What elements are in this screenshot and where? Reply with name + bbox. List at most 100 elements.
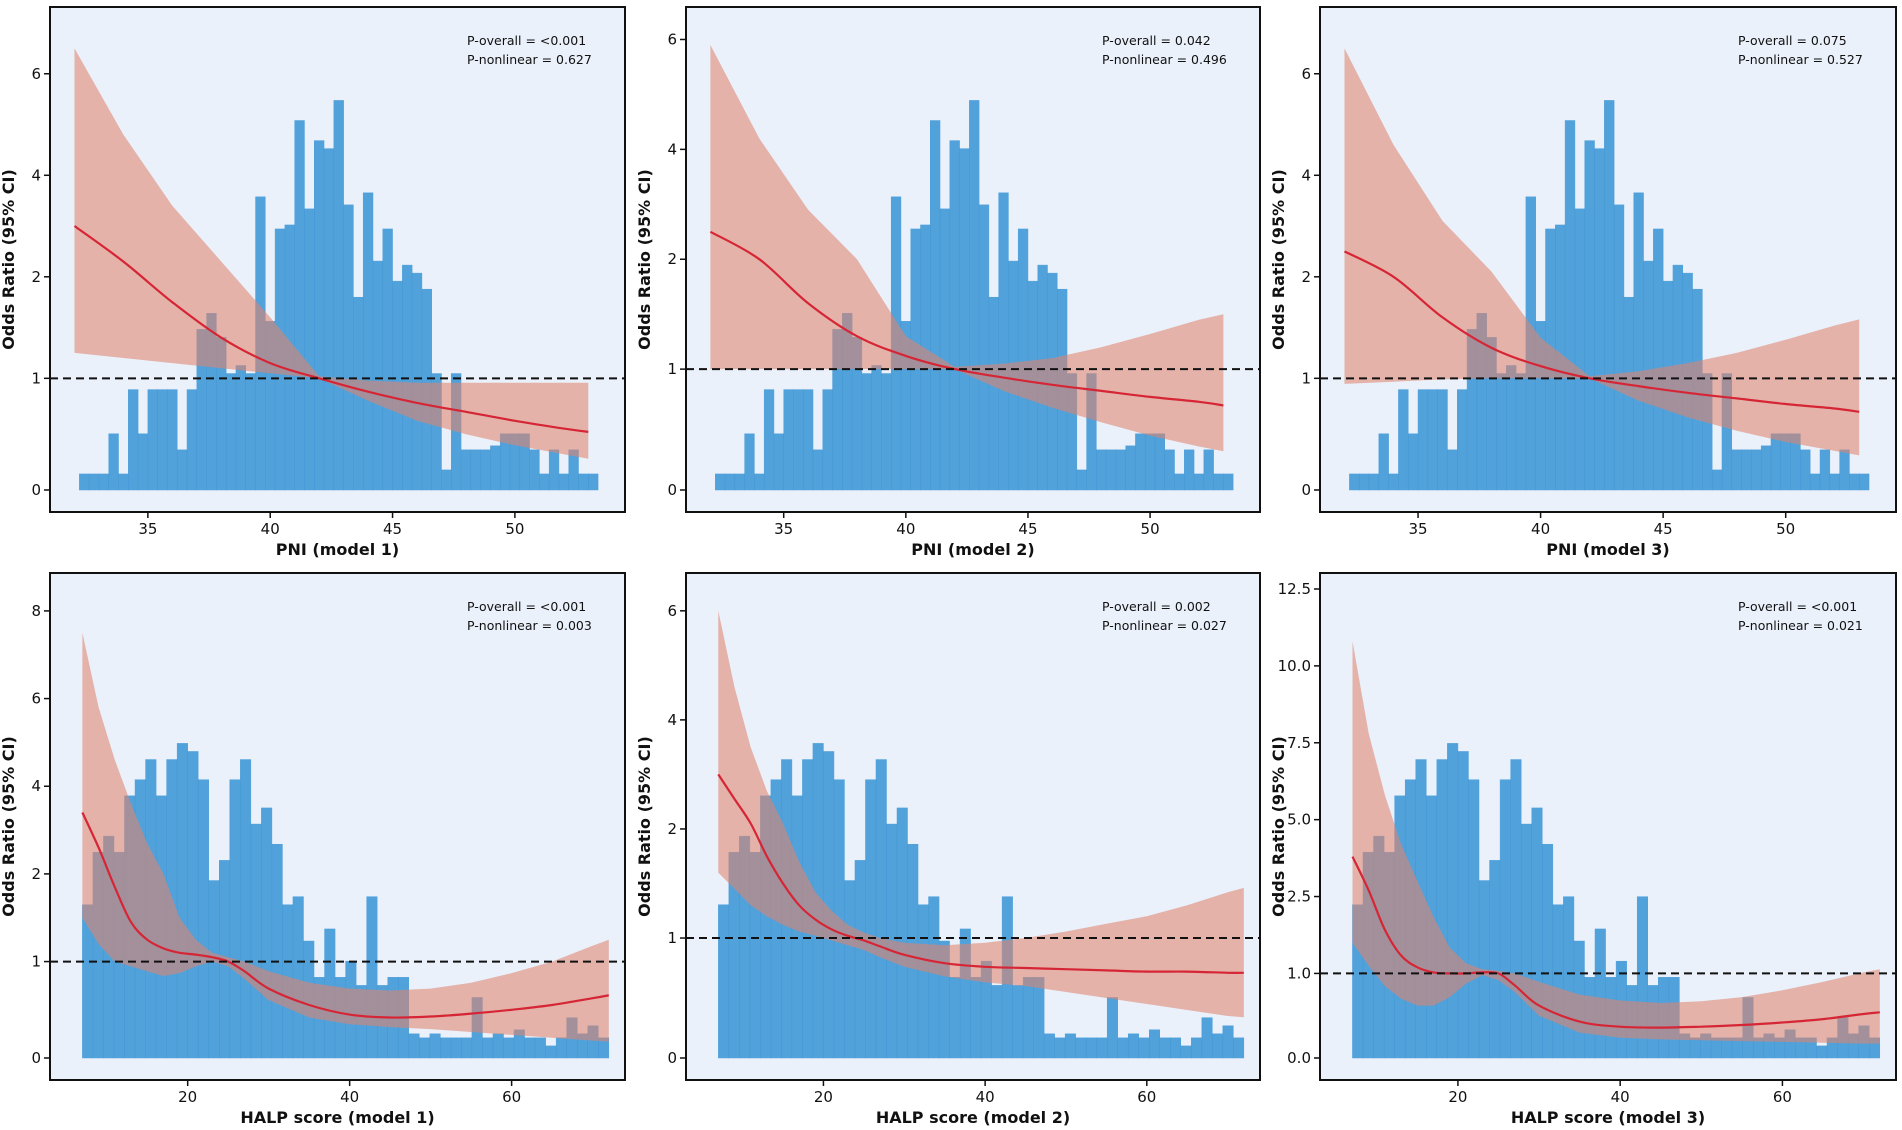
or-curve bbox=[81, 812, 610, 1019]
y-tick-label: 1.0 bbox=[1287, 964, 1311, 982]
histogram-bar bbox=[558, 473, 569, 491]
p-nonlinear-annotation: P-nonlinear = 0.527 bbox=[1738, 52, 1863, 67]
histogram-bar bbox=[822, 389, 833, 491]
histogram-bar bbox=[1223, 473, 1234, 491]
histogram-bar bbox=[763, 389, 775, 491]
x-tick-label: 60 bbox=[1773, 1088, 1792, 1106]
histogram-bar bbox=[1457, 389, 1468, 491]
x-tick-label: 40 bbox=[261, 520, 280, 538]
histogram-bar bbox=[1358, 473, 1370, 491]
histogram-bar bbox=[545, 1045, 557, 1059]
histogram-bar bbox=[773, 433, 784, 491]
or-curve bbox=[1351, 856, 1880, 1029]
p-overall-annotation: P-overall = 0.002 bbox=[1102, 599, 1211, 614]
histogram-bar bbox=[854, 860, 866, 1059]
histogram-bar bbox=[724, 473, 736, 491]
x-tick-label: 20 bbox=[178, 1088, 197, 1106]
histogram-bar bbox=[524, 1037, 536, 1059]
y-tick-label: 4 bbox=[31, 777, 41, 795]
histogram-bar bbox=[362, 192, 374, 491]
histogram-bar bbox=[881, 373, 892, 491]
histogram-bar bbox=[1564, 120, 1576, 491]
histogram-bar bbox=[1751, 449, 1762, 491]
histogram-bar bbox=[460, 449, 472, 491]
histogram-bar bbox=[1447, 743, 1459, 1059]
chart-panel-6: 0.0 1.0 2.5 5.0 7.5 10.0 12.5 20 40 60 HALP score … bbox=[1269, 572, 1897, 1127]
histogram-bar bbox=[1858, 473, 1870, 491]
histogram-bar bbox=[754, 473, 765, 491]
histogram-bar bbox=[1417, 389, 1429, 491]
ci-band bbox=[74, 48, 589, 459]
histogram-bar bbox=[1770, 433, 1782, 491]
y-tick-label: 1 bbox=[667, 360, 677, 378]
x-tick-label: 60 bbox=[1137, 1088, 1156, 1106]
x-tick-label: 40 bbox=[896, 520, 915, 538]
histogram-bar bbox=[1542, 843, 1554, 1059]
histogram-bar bbox=[419, 1037, 431, 1059]
ci-band bbox=[82, 632, 609, 1042]
histogram-bar bbox=[118, 473, 129, 491]
histogram-bar bbox=[1148, 1029, 1161, 1059]
histogram-bar bbox=[1506, 365, 1517, 491]
histogram-bar bbox=[108, 433, 119, 491]
x-tick-label: 50 bbox=[505, 520, 524, 538]
histogram-bar bbox=[844, 880, 856, 1059]
p-nonlinear-annotation: P-nonlinear = 0.027 bbox=[1102, 618, 1227, 633]
y-tick-label: 0 bbox=[667, 481, 677, 499]
x-tick-label: 45 bbox=[1654, 520, 1673, 538]
y-tick-label: 1 bbox=[31, 953, 41, 971]
histogram-bar bbox=[503, 1037, 515, 1059]
y-tick-label: 6 bbox=[31, 65, 41, 83]
y-tick-label: 0 bbox=[31, 481, 41, 499]
y-tick-label: 6 bbox=[667, 602, 677, 620]
histogram-bar bbox=[411, 272, 423, 491]
histogram-bar bbox=[896, 807, 908, 1059]
y-tick-label: 2 bbox=[31, 865, 41, 883]
histogram-bar bbox=[1531, 807, 1543, 1059]
y-axis-title: Odds Ratio (95% CI) bbox=[635, 736, 654, 917]
y-axis-title: Odds Ratio (95% CI) bbox=[0, 736, 18, 917]
plot-border bbox=[49, 6, 626, 513]
histogram-bar bbox=[1115, 449, 1126, 491]
histogram-bar bbox=[1800, 449, 1811, 491]
histogram-bar bbox=[1816, 1045, 1828, 1059]
histogram-bar bbox=[1829, 473, 1840, 491]
histogram-bar bbox=[988, 296, 999, 491]
histogram-bar bbox=[1085, 1037, 1097, 1059]
histogram-bar bbox=[1489, 860, 1501, 1059]
histogram-bar bbox=[928, 896, 940, 1059]
histogram-bar bbox=[1349, 473, 1360, 491]
histogram-bar bbox=[1159, 1037, 1171, 1059]
histogram-bar bbox=[875, 759, 887, 1059]
p-overall-annotation: P-overall = 0.075 bbox=[1738, 33, 1847, 48]
x-tick-label: 20 bbox=[1448, 1088, 1467, 1106]
histogram-bar bbox=[949, 140, 960, 491]
y-axis-title: Odds Ratio (95% CI) bbox=[1269, 736, 1288, 917]
histogram-bar bbox=[861, 373, 872, 491]
or-curve bbox=[709, 230, 1224, 407]
histogram-bar bbox=[1809, 473, 1821, 491]
histogram-bar bbox=[1731, 449, 1742, 491]
histogram-bar bbox=[157, 389, 168, 491]
histogram-bar bbox=[128, 389, 139, 491]
histogram-bar bbox=[555, 1037, 567, 1059]
histogram-bar bbox=[1368, 473, 1380, 491]
histogram-bar bbox=[382, 228, 393, 491]
histogram-bar bbox=[744, 433, 755, 491]
y-axis-title: Odds Ratio (95% CI) bbox=[1269, 169, 1288, 350]
histogram-bar bbox=[1653, 228, 1664, 491]
histogram-bar bbox=[1741, 449, 1752, 491]
histogram-bar bbox=[225, 373, 237, 491]
x-tick-label: 50 bbox=[1776, 520, 1795, 538]
histogram-bar bbox=[1125, 445, 1136, 491]
histogram-bar bbox=[1689, 1037, 1701, 1059]
or-curve bbox=[73, 225, 589, 433]
histogram-bar bbox=[1033, 977, 1045, 1059]
histogram-bar bbox=[793, 389, 804, 491]
histogram-bar bbox=[1076, 469, 1087, 491]
y-tick-label: 8 bbox=[31, 602, 41, 620]
histogram-bar bbox=[147, 389, 158, 491]
x-tick-label: 40 bbox=[1611, 1088, 1630, 1106]
histogram-bar bbox=[1510, 759, 1522, 1059]
histogram-bar bbox=[1127, 1033, 1139, 1059]
